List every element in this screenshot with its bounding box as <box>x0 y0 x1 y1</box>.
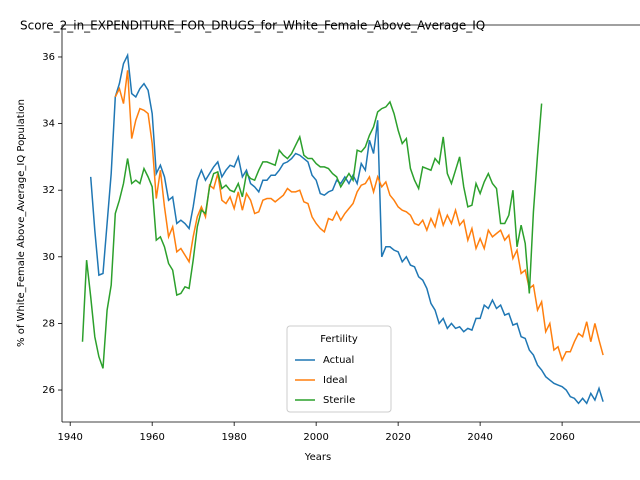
x-tick-label: 1940 <box>57 432 82 443</box>
y-tick-label: 30 <box>42 252 55 263</box>
data-line <box>81 100 543 369</box>
legend-box <box>286 325 392 413</box>
y-tick-label: 36 <box>42 52 55 63</box>
y-tick-label: 28 <box>42 318 55 329</box>
x-tick-label: 2040 <box>467 432 492 443</box>
x-tick-label: 2020 <box>385 432 410 443</box>
legend: Fertility Actual Ideal Sterile <box>286 325 392 413</box>
x-tick-label: 2000 <box>303 432 328 443</box>
legend-label: Sterile <box>323 395 355 406</box>
legend-label: Actual <box>323 355 354 366</box>
y-tick-label: 32 <box>42 185 55 196</box>
legend-label: Ideal <box>323 375 347 386</box>
y-axis-label: % of White_Female Above_Average_IQ Popul… <box>16 99 27 347</box>
x-axis-label: Years <box>304 452 331 463</box>
y-tick-label: 34 <box>42 119 55 130</box>
x-tick-label: 1980 <box>221 432 246 443</box>
data-line <box>114 70 604 363</box>
x-tick-label: 2060 <box>549 432 574 443</box>
chart-title: Score_2_in_EXPENDITURE_FOR_DRUGS_for_Whi… <box>20 19 485 33</box>
data-line <box>89 52 604 405</box>
y-tick-label: 26 <box>42 385 55 396</box>
x-tick-label: 1960 <box>139 432 164 443</box>
legend-title: Fertility <box>320 334 358 345</box>
